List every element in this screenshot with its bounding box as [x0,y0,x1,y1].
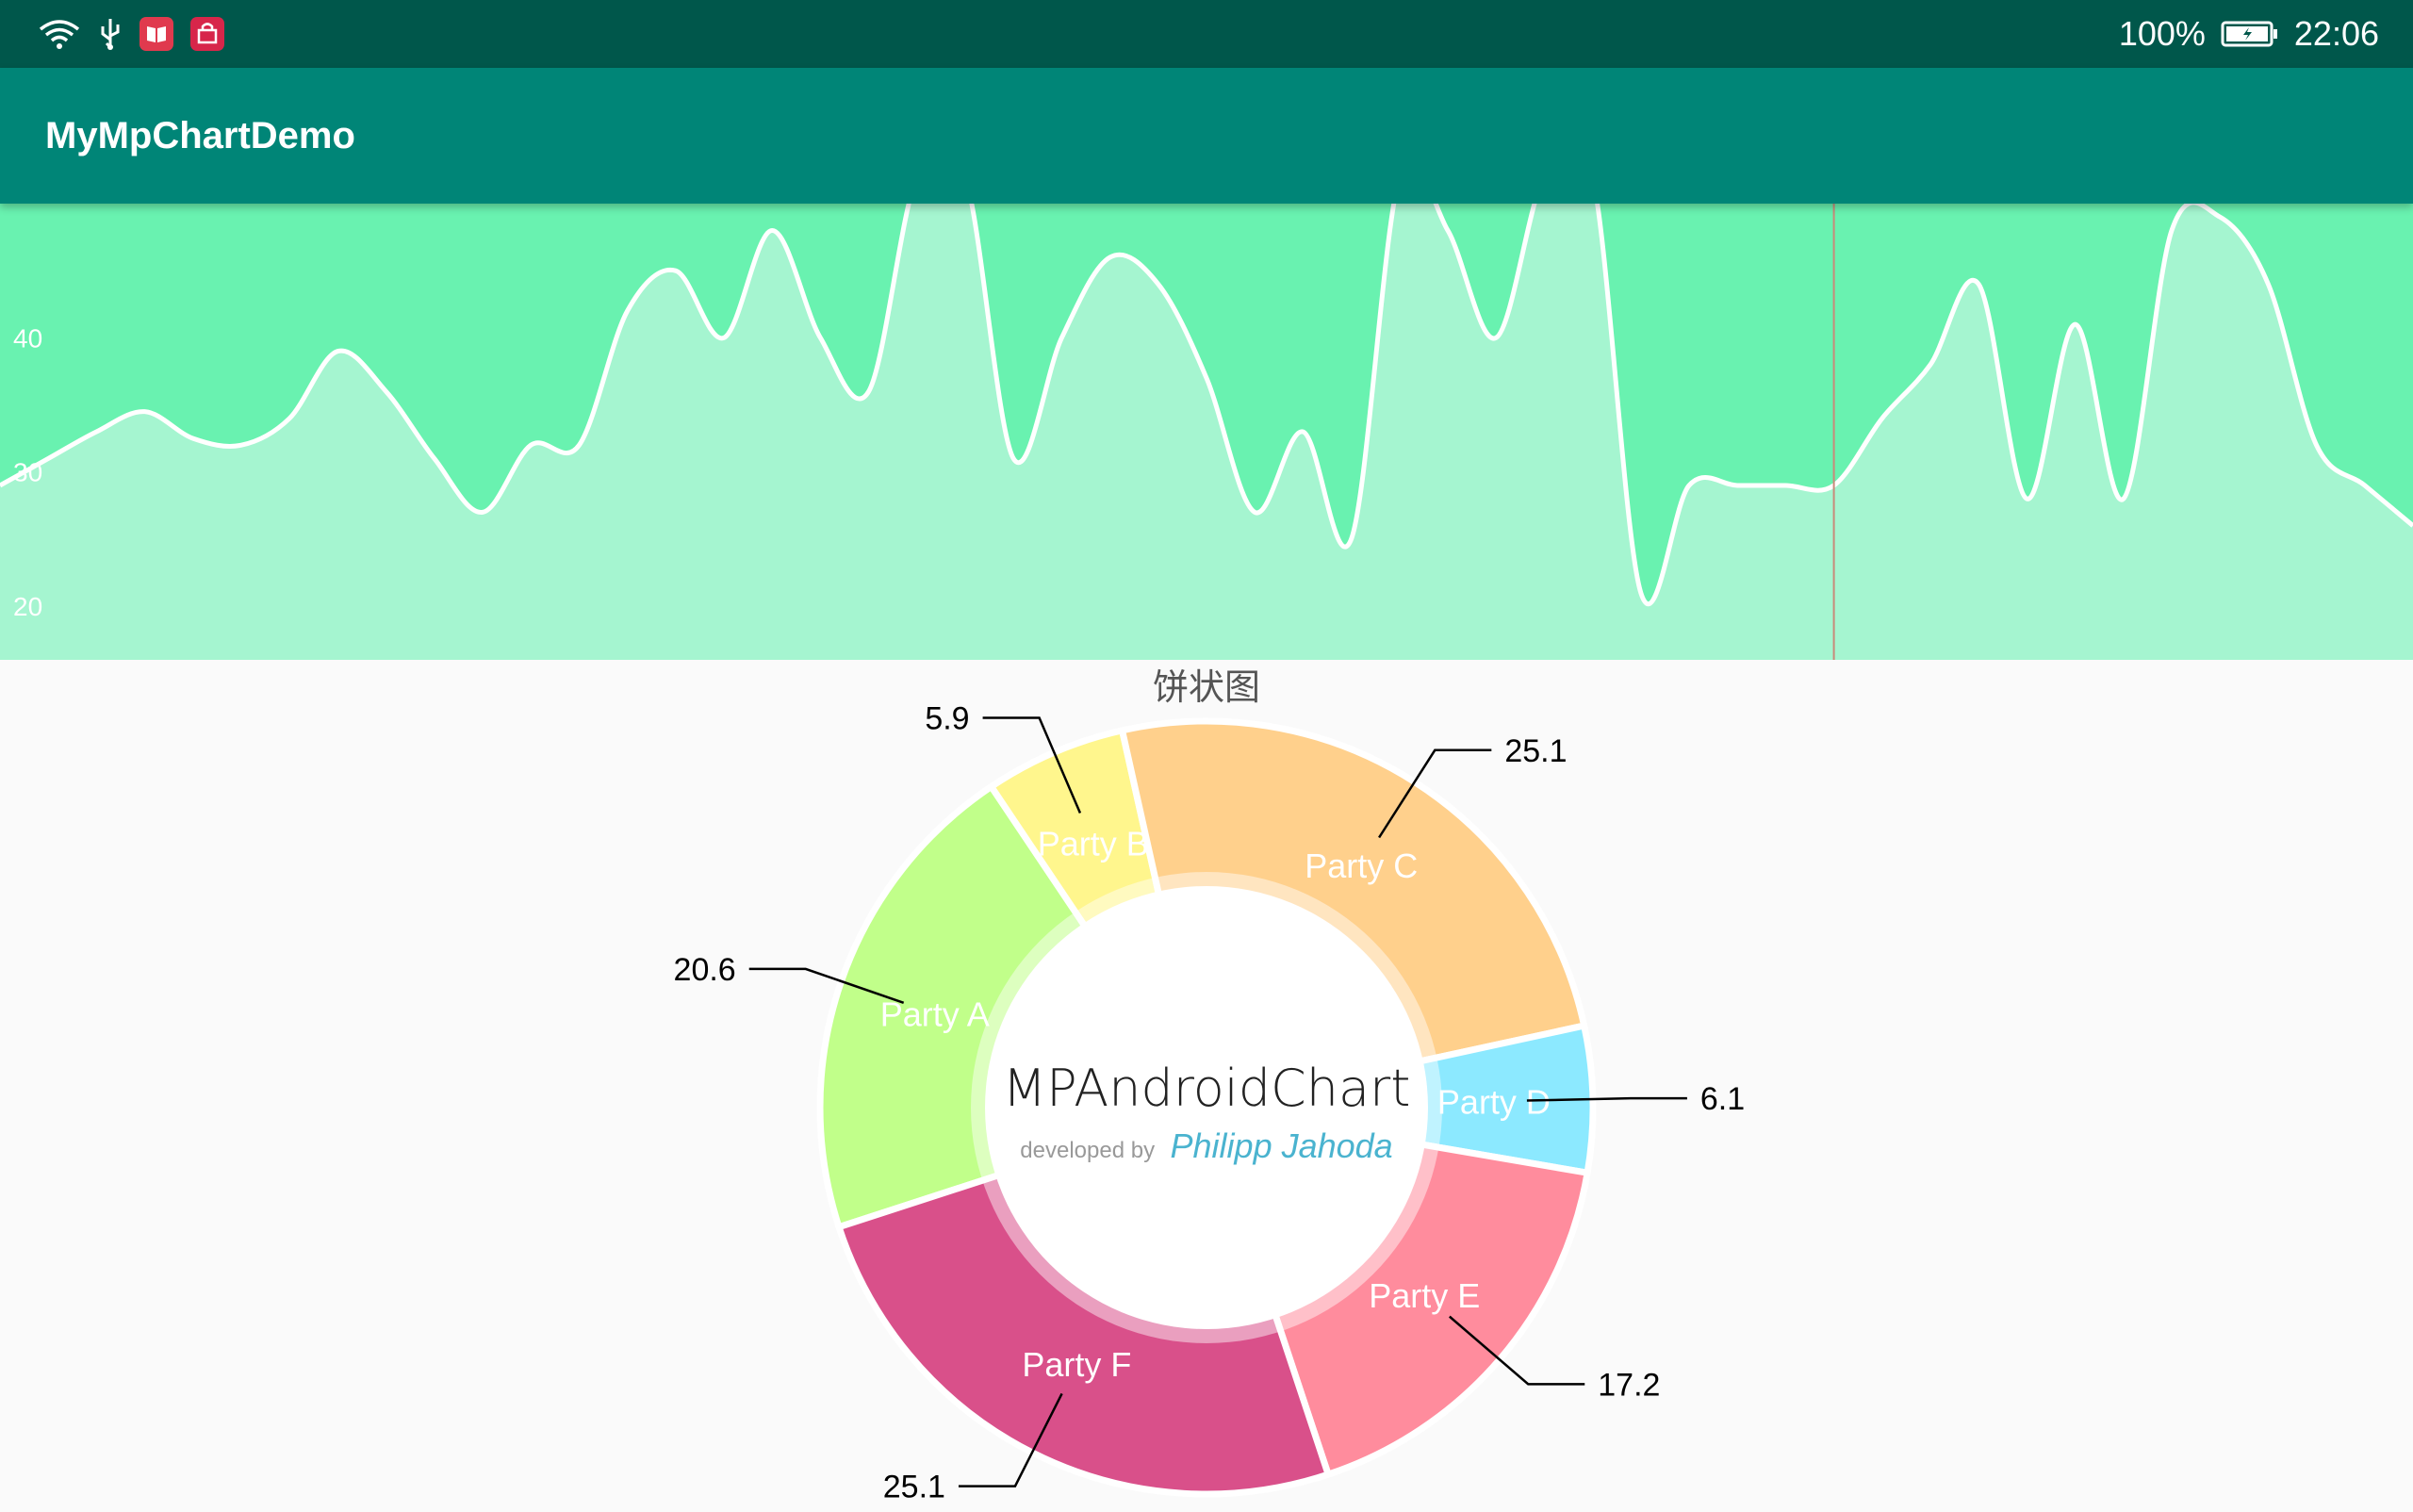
y-axis-ticks: 20 30 40 [13,323,42,621]
app-title: MyMpChartDemo [45,115,355,156]
pie-value-leader [1526,1096,1687,1102]
pie-slice-label: Party F [1022,1345,1131,1384]
pie-value-leader [1378,748,1492,839]
battery-percent: 100% [2118,14,2206,53]
pie-slice-label: Party E [1369,1276,1480,1315]
pie-value-leader [748,967,905,1005]
pie-value-label: 17.2 [1598,1367,1660,1403]
pie-value-label: 6.1 [1700,1081,1745,1117]
pie-slice-label: Party D [1437,1082,1551,1121]
pie-value-label: 25.1 [1504,733,1567,769]
status-bar: 100% 22:06 [0,0,2413,68]
status-right: 100% 22:06 [2119,0,2379,68]
pie-center-developed-by: developed by [1020,1138,1155,1163]
pie-value-label: 20.6 [674,952,736,988]
pie-value-leader [1449,1315,1585,1386]
line-chart-area [0,204,2413,660]
pie-slice-label: Party C [1305,846,1418,885]
app-bar: MyMpChartDemo [0,68,2413,204]
pie-slice-label: Party B [1038,825,1149,863]
clock: 22:06 [2293,14,2379,53]
line-chart-series [0,204,2413,606]
pie-hole [985,886,1428,1329]
pie-value-label: 5.9 [925,700,969,736]
book-app-icon [140,17,173,51]
pie-center-text: MPAndroidChart [1003,1059,1411,1118]
pie-value-labels: 20.6 5.9 25.1 6.1 17.2 25.1 [674,700,1746,1504]
status-icons [38,15,224,53]
pie-center-subtext: developed by Philipp Jahoda [1020,1126,1392,1165]
y-tick-label: 40 [13,323,42,353]
pie-center-author: Philipp Jahoda [1171,1126,1393,1165]
wifi-icon [39,20,80,49]
y-tick-label: 20 [13,592,42,621]
battery-charging-icon [2221,21,2277,47]
line-chart-svg[interactable]: 20 30 40 [0,204,2413,660]
pie-value-leader [982,716,1082,814]
pie-chart-title: 饼状图 [1153,668,1260,708]
usb-icon [101,19,120,50]
y-tick-label: 30 [13,458,42,487]
pie-value-leader [958,1392,1063,1487]
line-chart[interactable]: 20 30 40 [0,204,2413,660]
pie-value-label: 25.1 [883,1470,945,1505]
shop-app-icon [190,17,224,51]
